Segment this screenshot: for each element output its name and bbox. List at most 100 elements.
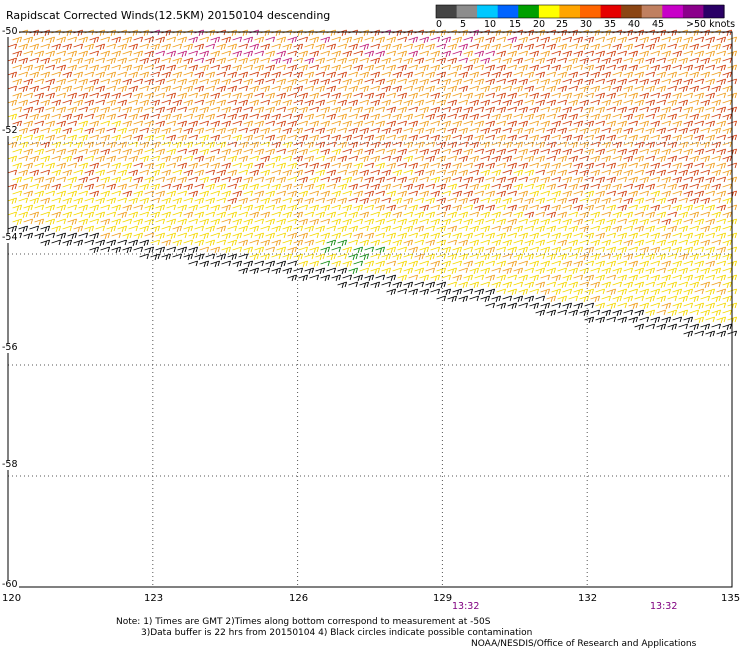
wind-barb bbox=[656, 309, 667, 316]
wind-barb bbox=[34, 36, 45, 43]
wind-barb bbox=[568, 85, 579, 92]
wind-barb bbox=[100, 176, 111, 184]
scale-label-50-knots: >50 knots bbox=[686, 19, 736, 30]
wind-barb bbox=[441, 232, 452, 239]
wind-barb bbox=[95, 57, 106, 64]
wind-barb bbox=[502, 239, 513, 247]
wind-barb bbox=[436, 197, 447, 205]
wind-barb bbox=[436, 211, 447, 218]
wind-barb bbox=[139, 29, 150, 37]
wind-barb bbox=[238, 99, 249, 107]
wind-barb bbox=[265, 176, 276, 184]
wind-barb bbox=[518, 92, 529, 99]
wind-barb bbox=[40, 57, 51, 65]
wind-barb bbox=[639, 162, 650, 170]
wind-barb bbox=[139, 197, 150, 205]
wind-barb bbox=[650, 176, 661, 183]
wind-barb bbox=[309, 274, 320, 281]
wind-barb bbox=[579, 85, 590, 93]
wind-barb bbox=[243, 134, 254, 142]
wind-barb bbox=[7, 197, 18, 205]
wind-barb bbox=[535, 99, 546, 107]
wind-barb bbox=[656, 253, 667, 261]
wind-barb bbox=[205, 211, 216, 218]
wind-barb bbox=[227, 127, 238, 135]
wind-barb bbox=[480, 43, 491, 51]
wind-barb bbox=[639, 190, 650, 197]
wind-barb bbox=[282, 267, 293, 275]
wind-barb bbox=[716, 246, 727, 254]
wind-barb bbox=[502, 141, 513, 149]
wind-barb bbox=[645, 323, 656, 330]
wind-barb bbox=[463, 134, 474, 142]
wind-barb bbox=[711, 295, 722, 303]
wind-barb bbox=[29, 225, 40, 232]
wind-barb bbox=[683, 302, 694, 309]
wind-barb bbox=[386, 78, 397, 86]
wind-barb bbox=[40, 71, 51, 79]
wind-barb bbox=[320, 148, 331, 156]
wind-barb bbox=[408, 106, 419, 113]
wind-barb bbox=[177, 232, 188, 239]
wind-barb bbox=[342, 92, 353, 100]
scale-swatch bbox=[518, 5, 540, 18]
wind-barb bbox=[337, 211, 348, 218]
wind-barb bbox=[7, 225, 18, 233]
wind-barb bbox=[243, 162, 254, 170]
wind-barb bbox=[645, 113, 656, 120]
wind-barb bbox=[326, 169, 337, 177]
wind-barb bbox=[606, 162, 617, 170]
wind-barb bbox=[496, 78, 507, 85]
wind-barb bbox=[139, 211, 150, 218]
wind-barb bbox=[282, 169, 293, 177]
wind-barb bbox=[40, 169, 51, 176]
wind-barb bbox=[392, 239, 403, 247]
wind-barb bbox=[403, 183, 414, 191]
wind-barb bbox=[144, 204, 155, 212]
wind-barb bbox=[485, 64, 496, 72]
wind-barb bbox=[29, 141, 40, 148]
wind-barb bbox=[700, 253, 711, 260]
wind-barb bbox=[364, 260, 375, 268]
wind-barb bbox=[711, 253, 722, 261]
wind-barb bbox=[370, 267, 381, 275]
wind-barb bbox=[150, 85, 161, 93]
wind-barb bbox=[568, 71, 579, 79]
wind-barb bbox=[29, 113, 40, 121]
wind-barb bbox=[78, 162, 89, 170]
wind-barb bbox=[683, 316, 694, 324]
wind-barb bbox=[650, 134, 661, 141]
wind-barb bbox=[595, 246, 606, 253]
wind-barb bbox=[414, 225, 425, 233]
wind-barb bbox=[590, 239, 601, 247]
wind-barb bbox=[606, 274, 617, 281]
wind-barb bbox=[392, 253, 403, 261]
wind-barb bbox=[315, 239, 326, 246]
wind-barb bbox=[161, 197, 172, 205]
wind-barb bbox=[694, 260, 705, 268]
wind-barb bbox=[711, 211, 722, 219]
wind-barb bbox=[661, 50, 672, 58]
wind-barb bbox=[364, 204, 375, 211]
wind-barb bbox=[188, 190, 199, 198]
wind-barb bbox=[34, 50, 45, 58]
wind-barb bbox=[111, 204, 122, 212]
lat-label-60s: -60 bbox=[1, 579, 19, 590]
wind-barb bbox=[166, 176, 177, 184]
wind-barb bbox=[507, 64, 518, 71]
wind-barb bbox=[216, 113, 227, 120]
wind-barb bbox=[73, 211, 84, 218]
wind-barb bbox=[293, 225, 304, 232]
wind-barb bbox=[276, 50, 287, 58]
wind-barb bbox=[502, 57, 513, 65]
wind-barb bbox=[452, 232, 463, 240]
wind-barb bbox=[612, 169, 623, 177]
wind-barb bbox=[403, 239, 414, 247]
wind-barb bbox=[463, 176, 474, 184]
lat-label-56s: -56 bbox=[1, 342, 19, 353]
wind-barb bbox=[155, 176, 166, 183]
scale-label-40: 40 bbox=[628, 19, 641, 30]
wind-barb bbox=[491, 197, 502, 205]
wind-barb bbox=[210, 260, 221, 268]
wind-barb bbox=[287, 246, 298, 254]
